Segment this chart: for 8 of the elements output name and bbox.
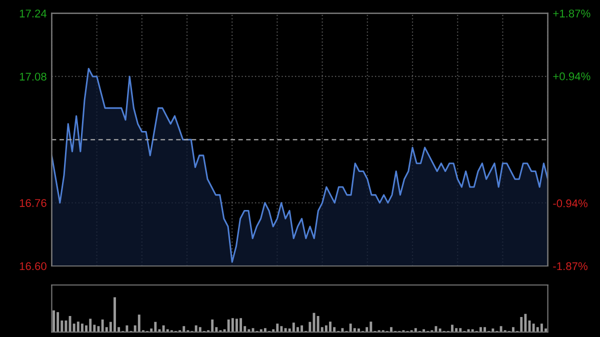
y2-tick-label: +1.87%	[553, 10, 590, 18]
y-tick-label: 16.76	[20, 199, 46, 207]
y2-tick-label: -0.94%	[553, 199, 588, 208]
y2-tick-label: +0.94%	[553, 72, 590, 80]
y-tick-label: 17.08	[20, 72, 46, 81]
y2-tick-label: -1.87%	[553, 262, 588, 270]
y-tick-label: 16.60	[20, 262, 46, 270]
y-tick-label: 17.24	[20, 10, 47, 18]
